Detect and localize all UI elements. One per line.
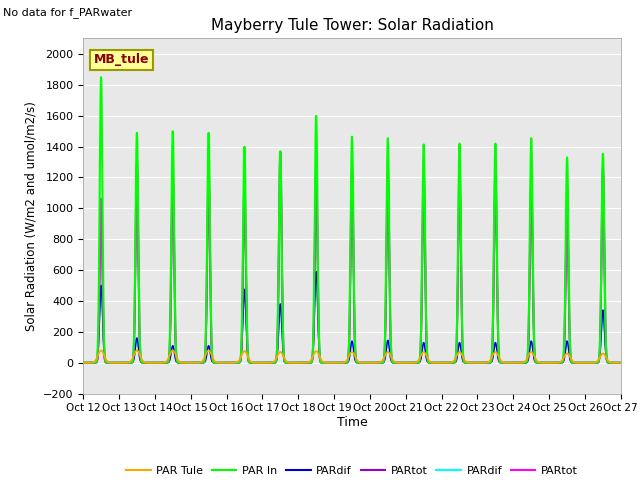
Legend: PAR Tule, PAR In, PARdif, PARtot, PARdif, PARtot: PAR Tule, PAR In, PARdif, PARtot, PARdif… bbox=[122, 461, 582, 480]
Y-axis label: Solar Radiation (W/m2 and umol/m2/s): Solar Radiation (W/m2 and umol/m2/s) bbox=[24, 101, 37, 331]
Text: No data for f_PARwater: No data for f_PARwater bbox=[3, 7, 132, 18]
Text: MB_tule: MB_tule bbox=[94, 53, 150, 66]
Title: Mayberry Tule Tower: Solar Radiation: Mayberry Tule Tower: Solar Radiation bbox=[211, 18, 493, 33]
X-axis label: Time: Time bbox=[337, 416, 367, 429]
